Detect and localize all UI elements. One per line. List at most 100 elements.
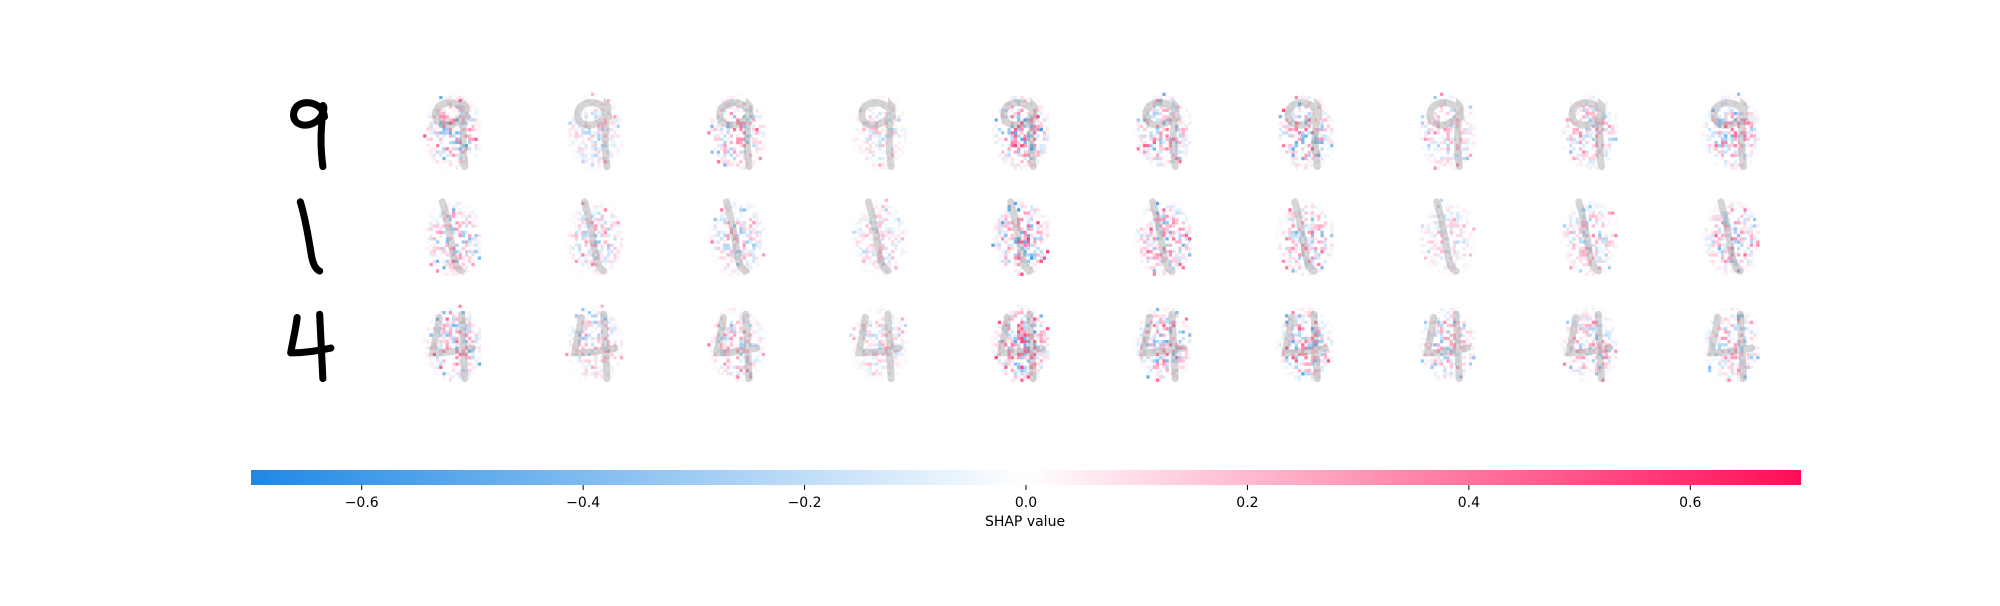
shap-pixel xyxy=(461,134,465,138)
shap-pixel xyxy=(1601,163,1605,167)
shap-pixel xyxy=(894,108,898,112)
shap-pixel xyxy=(590,314,595,318)
shap-pixel xyxy=(1026,234,1030,238)
shap-pixel xyxy=(1039,156,1043,161)
shap-pixel xyxy=(1433,131,1437,135)
shap-pixel xyxy=(477,134,482,138)
shap-pixel xyxy=(1020,198,1024,202)
shap-pixel xyxy=(1026,131,1030,135)
shap-pixel xyxy=(1607,128,1612,132)
shap-pixel xyxy=(894,144,898,148)
shap-pixel xyxy=(1036,253,1040,257)
shap-pixel xyxy=(1601,214,1605,218)
shap-pixel xyxy=(1278,230,1282,235)
shap-pixel xyxy=(887,214,892,218)
shap-pixel xyxy=(723,118,727,122)
shap-pixel xyxy=(1578,227,1583,231)
shap-pixel xyxy=(726,102,730,106)
shap-pixel xyxy=(1004,256,1008,260)
shap-pixel xyxy=(1591,115,1596,119)
shap-pixel xyxy=(1017,198,1021,202)
shap-pixel xyxy=(1452,108,1457,112)
shap-pixel xyxy=(871,95,876,100)
shap-pixel xyxy=(442,111,446,116)
shap-pixel xyxy=(858,111,863,116)
shap-pixel xyxy=(468,99,472,103)
shap-pixel xyxy=(1717,266,1721,270)
shap-pixel xyxy=(448,259,453,263)
shap-pixel xyxy=(1010,243,1014,247)
shap-pixel xyxy=(1601,250,1605,254)
shap-pixel xyxy=(1717,163,1721,167)
shap-pixel xyxy=(1462,156,1466,161)
shap-pixel xyxy=(1013,224,1018,228)
shap-pixel xyxy=(710,128,714,132)
shap-pixel xyxy=(865,246,869,251)
shap-pixel xyxy=(1291,150,1295,154)
shap-pixel xyxy=(1042,147,1047,151)
shap-pixel xyxy=(1159,105,1163,109)
shap-pixel xyxy=(1598,227,1602,231)
shap-pixel xyxy=(464,108,469,112)
shap-pixel xyxy=(871,166,876,170)
shap-pixel xyxy=(574,320,579,324)
shap-pixel xyxy=(1275,131,1279,135)
shap-pixel xyxy=(1749,124,1754,129)
shap-pixel xyxy=(616,333,620,337)
shap-pixel xyxy=(1468,118,1473,122)
shap-pixel xyxy=(1449,121,1453,125)
shap-pixel xyxy=(1139,243,1144,247)
shap-pixel xyxy=(1743,250,1747,254)
shap-pixel xyxy=(590,336,595,341)
shap-pixel xyxy=(1720,118,1725,122)
shap-pixel xyxy=(1462,224,1466,228)
shap-pixel xyxy=(1452,262,1457,267)
shap-pixel xyxy=(713,137,717,141)
shap-pixel xyxy=(1427,144,1431,148)
shap-pixel xyxy=(1436,201,1441,206)
shap-explanation-image xyxy=(565,198,624,276)
shap-pixel xyxy=(1159,237,1163,241)
shap-pixel xyxy=(458,131,462,135)
shap-pixel xyxy=(1317,131,1321,135)
shap-pixel xyxy=(1317,227,1321,231)
shap-pixel xyxy=(1594,115,1599,119)
shap-pixel xyxy=(590,243,595,247)
shap-pixel xyxy=(720,243,724,247)
shap-pixel xyxy=(1459,115,1463,119)
shap-pixel xyxy=(749,166,753,170)
shap-pixel xyxy=(1572,108,1576,112)
shap-pixel xyxy=(606,336,611,341)
shap-pixel xyxy=(455,256,459,260)
shap-pixel xyxy=(1582,262,1586,267)
shap-pixel xyxy=(871,243,876,247)
shap-pixel xyxy=(587,230,591,235)
shap-pixel xyxy=(723,153,727,157)
shap-pixel xyxy=(1165,160,1169,164)
shap-pixel xyxy=(610,140,614,145)
shap-pixel xyxy=(739,118,743,122)
shap-pixel xyxy=(594,153,598,157)
shap-pixel xyxy=(1449,140,1453,145)
shap-pixel xyxy=(1743,131,1747,135)
shap-pixel xyxy=(1733,224,1738,228)
shap-pixel xyxy=(458,166,462,170)
shap-pixel xyxy=(758,134,762,138)
shap-pixel xyxy=(1029,253,1034,257)
shap-pixel xyxy=(1317,140,1321,145)
shap-pixel xyxy=(1607,144,1612,148)
shap-pixel xyxy=(616,128,620,132)
shap-pixel xyxy=(578,224,582,228)
shap-pixel xyxy=(1601,115,1605,119)
shap-pixel xyxy=(448,105,453,109)
shap-pixel xyxy=(755,259,759,263)
shap-pixel xyxy=(468,317,472,321)
shap-pixel xyxy=(1320,111,1324,116)
shap-pixel xyxy=(603,230,608,235)
shap-pixel xyxy=(1465,237,1470,241)
shap-pixel xyxy=(1036,150,1040,154)
shap-pixel xyxy=(1178,134,1182,138)
shap-pixel xyxy=(1753,128,1757,132)
shap-pixel xyxy=(878,266,882,270)
shap-pixel xyxy=(1420,118,1425,122)
